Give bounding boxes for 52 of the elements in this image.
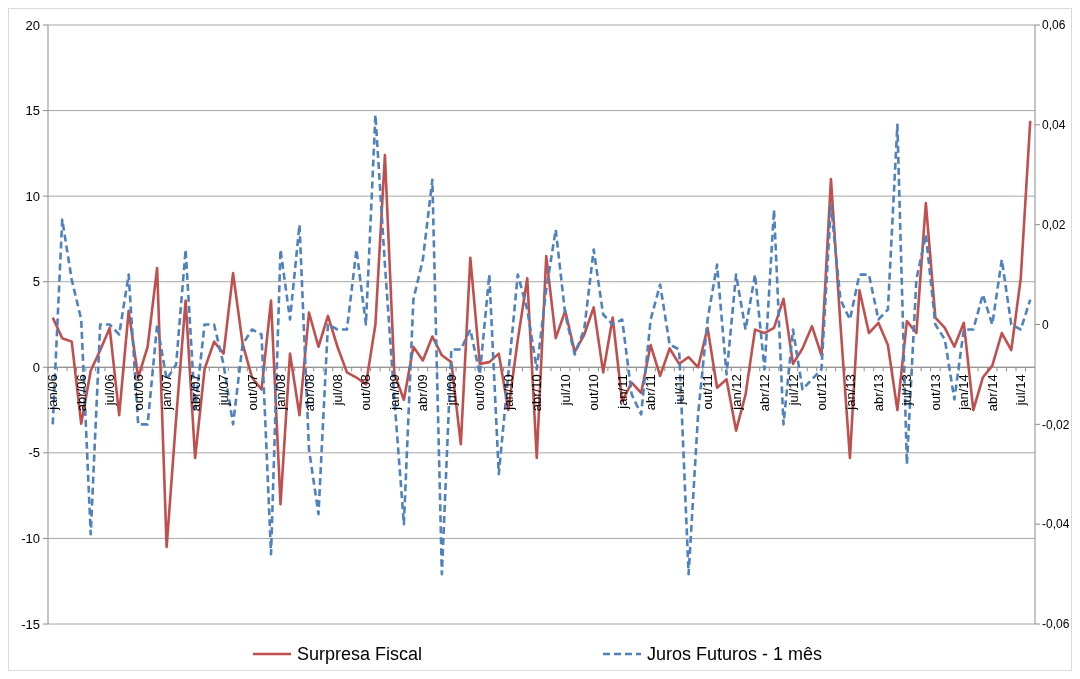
y2-tick-label: -0,06: [1042, 617, 1070, 632]
y-tick-label: -5: [28, 445, 40, 461]
y-tick-label: -15: [21, 616, 40, 632]
x-tick-label: out/06: [130, 374, 146, 411]
y2-tick-label: 0,06: [1042, 18, 1066, 33]
x-tick-label: jan/10: [500, 374, 516, 411]
x-tick-label: jul/07: [216, 374, 232, 407]
x-tick-label: abr/09: [415, 374, 431, 412]
x-tick-label: jul/08: [330, 374, 346, 407]
x-tick-label: jan/12: [728, 374, 744, 411]
x-tick-label: out/09: [472, 374, 488, 411]
y2-tick-label: -0,04: [1042, 517, 1070, 532]
x-tick-label: out/12: [814, 374, 830, 411]
x-tick-label: jan/13: [842, 374, 858, 411]
y-tick-label: 15: [25, 103, 40, 119]
x-tick-label: out/13: [927, 374, 943, 411]
x-tick-label: abr/10: [529, 374, 545, 412]
x-tick-label: jul/10: [557, 374, 573, 407]
y2-tick-label: 0,04: [1042, 118, 1066, 133]
x-tick-label: jan/09: [386, 374, 402, 411]
y-tick-label: 0: [32, 359, 40, 375]
legend-label: Juros Futuros - 1 mês: [647, 644, 823, 665]
x-tick-label: jan/11: [614, 374, 630, 410]
y2-tick-label: -0,02: [1042, 417, 1070, 432]
x-tick-label: jul/13: [899, 374, 915, 407]
legend-label: Surpresa Fiscal: [297, 644, 423, 665]
x-tick-label: abr/07: [187, 374, 203, 412]
x-tick-label: abr/14: [984, 374, 1000, 412]
y-tick-label: 10: [25, 188, 40, 204]
x-tick-label: jul/12: [785, 374, 801, 407]
x-tick-label: abr/06: [73, 374, 89, 412]
x-tick-label: jan/14: [956, 374, 972, 411]
x-tick-label: abr/12: [757, 374, 773, 412]
y-tick-label: 20: [25, 17, 40, 33]
x-tick-label: jan/08: [273, 374, 289, 411]
x-tick-label: abr/08: [301, 374, 317, 412]
x-tick-label: out/11: [700, 374, 716, 410]
x-tick-label: out/08: [358, 374, 374, 411]
x-tick-label: out/07: [244, 374, 260, 411]
x-tick-label: jan/06: [45, 374, 61, 411]
x-tick-label: abr/13: [870, 374, 886, 412]
x-tick-label: jul/06: [102, 374, 118, 407]
y2-tick-label: 0: [1042, 317, 1049, 332]
x-tick-label: jan/07: [159, 374, 175, 411]
x-tick-label: jul/09: [443, 374, 459, 407]
x-tick-label: out/10: [586, 374, 602, 411]
x-tick-label: jul/14: [1013, 374, 1029, 407]
y2-tick-label: 0,02: [1042, 217, 1066, 232]
x-tick-label: jul/11: [671, 374, 687, 406]
y-tick-label: -10: [21, 530, 40, 546]
y-tick-label: 5: [32, 274, 40, 290]
x-tick-label: abr/11: [643, 374, 659, 411]
